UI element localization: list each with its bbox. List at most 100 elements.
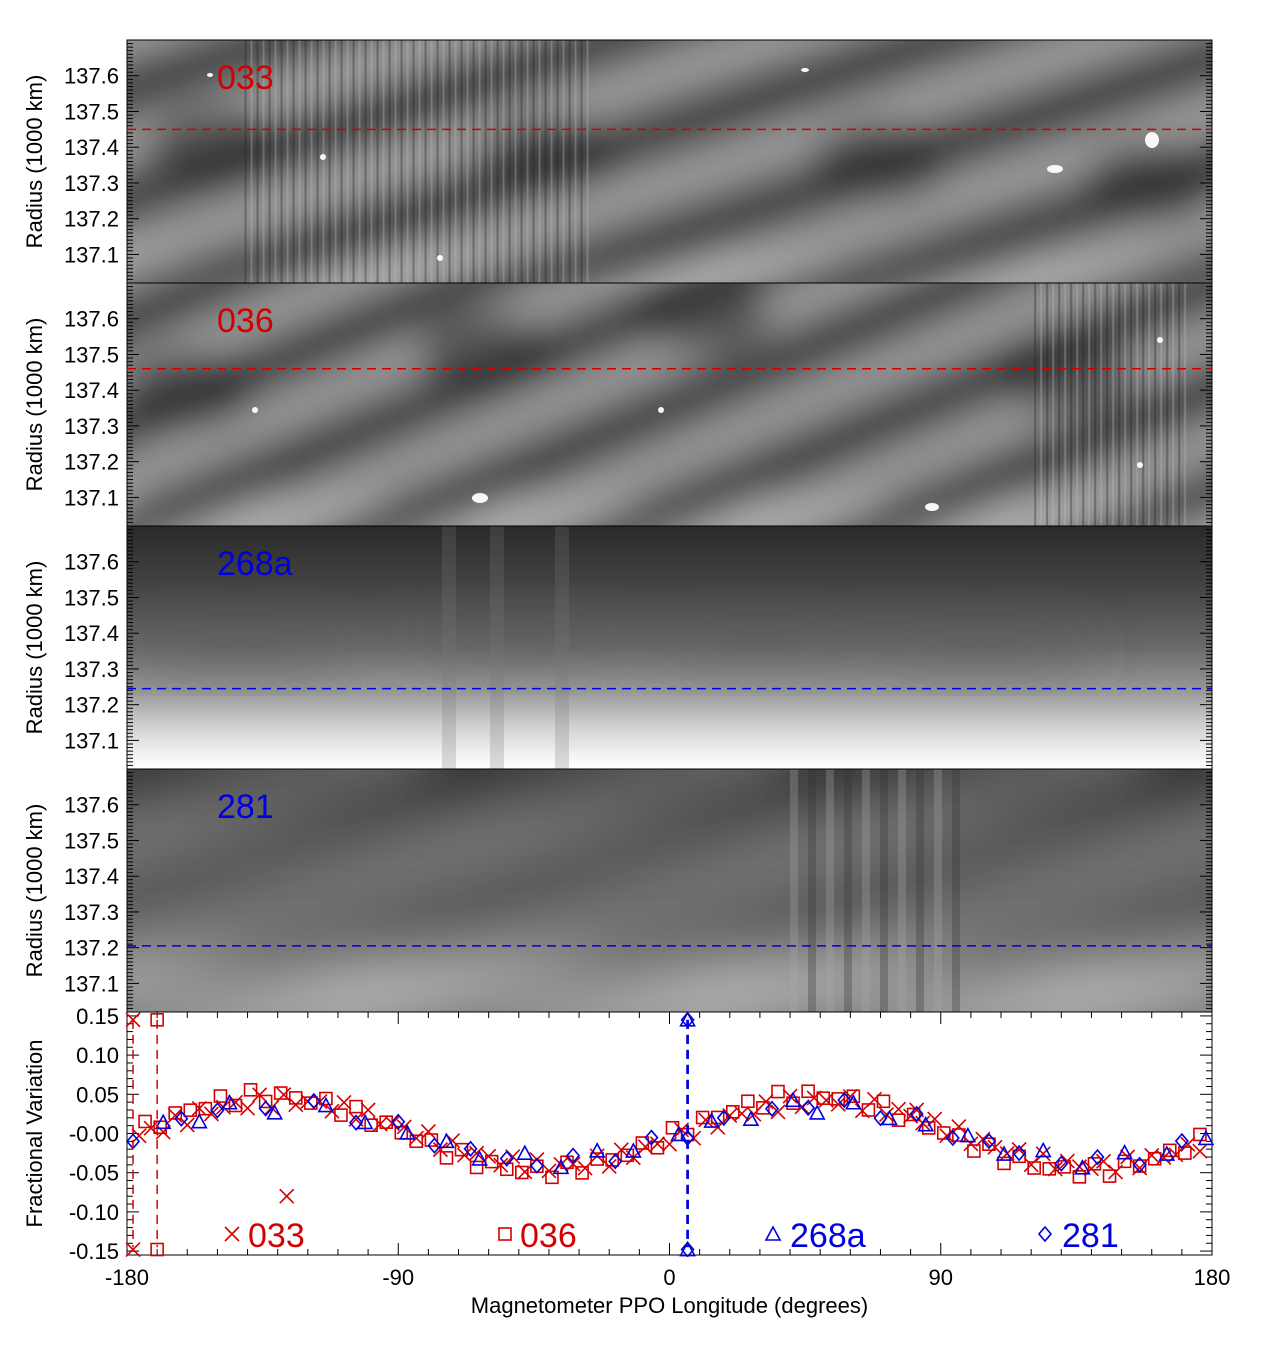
marker-281 — [306, 1092, 321, 1110]
panel-label: 268a — [217, 545, 293, 583]
legend-marker-268a — [764, 1225, 782, 1241]
y-tick-label: 137.5 — [64, 342, 119, 367]
marker-033 — [577, 1160, 593, 1176]
x-tick-label: 180 — [1194, 1265, 1231, 1290]
marker-281 — [210, 1102, 225, 1119]
marker-036 — [545, 1170, 559, 1185]
x-tick-label: -90 — [382, 1265, 414, 1290]
y-tick-label: 137.3 — [64, 414, 119, 439]
y-axis-label: Fractional Variation — [22, 1040, 47, 1228]
marker-033 — [927, 1111, 943, 1127]
marker-281 — [529, 1157, 544, 1174]
heatmap-panel-268a: 137.6 137.5 137.4 137.3 137.2 137.1 Radius (10… — [22, 525, 1213, 770]
marker-033 — [939, 1128, 955, 1144]
marker-268a — [317, 1096, 335, 1113]
heatmap-panel-036: 137.6 137.5 137.4 137.3 137.2 137.1 Radius (10… — [22, 282, 1213, 527]
y-tick-label: 137.1 — [64, 728, 119, 753]
y-tick-label: 137.1 — [64, 971, 119, 996]
y-tick-label: 137.4 — [64, 378, 119, 403]
marker-033 — [125, 1241, 141, 1257]
marker-268a — [742, 1110, 760, 1127]
marker-036 — [1087, 1157, 1102, 1171]
heatmap-image — [127, 526, 1212, 769]
marker-281 — [463, 1140, 478, 1158]
marker-036 — [816, 1091, 831, 1105]
marker-281 — [1012, 1144, 1027, 1162]
marker-036 — [635, 1136, 650, 1150]
legend-label: 268a — [790, 1217, 866, 1255]
y-axis-label: Radius (1000 km) — [22, 804, 47, 978]
marker-033 — [842, 1089, 858, 1105]
marker-036 — [936, 1126, 951, 1140]
marker-281 — [427, 1137, 442, 1154]
marker-033 — [420, 1124, 436, 1140]
marker-036 — [997, 1156, 1011, 1171]
marker-036 — [349, 1099, 363, 1114]
marker-268a — [959, 1126, 977, 1143]
marker-036 — [1193, 1127, 1207, 1142]
marker-036 — [801, 1084, 815, 1099]
y-tick-label: -0.05 — [69, 1161, 119, 1186]
marker-033 — [239, 1100, 256, 1116]
y-tick-label: 137.3 — [64, 657, 119, 682]
marker-281 — [391, 1113, 406, 1130]
marker-268a — [995, 1145, 1013, 1161]
marker-033 — [661, 1136, 678, 1152]
y-tick-label: 137.6 — [64, 793, 119, 818]
marker-033 — [649, 1136, 666, 1152]
heatmap-panel-281: 137.6 137.5 137.4 137.3 137.2 137.1 Radius (10… — [22, 768, 1213, 1013]
y-tick-label: -0.15 — [69, 1239, 119, 1264]
marker-036 — [273, 1086, 288, 1100]
marker-036 — [861, 1103, 876, 1117]
marker-033 — [288, 1097, 304, 1113]
marker-036 — [876, 1094, 891, 1109]
marker-033 — [1192, 1143, 1208, 1159]
marker-033 — [360, 1102, 376, 1118]
fractional-variation-panel: 0.15 0.10 0.05 -0.00 -0.05 -0.10 -0.15-180 -90 0… — [22, 1004, 1230, 1318]
marker-036 — [1072, 1170, 1087, 1184]
marker-281 — [801, 1099, 816, 1117]
marker-281 — [566, 1147, 581, 1164]
marker-281 — [716, 1109, 731, 1127]
y-tick-label: -0.10 — [69, 1200, 119, 1225]
marker-036 — [967, 1144, 981, 1158]
marker-281 — [1054, 1155, 1069, 1172]
marker-033 — [1180, 1136, 1196, 1152]
marker-281 — [349, 1114, 364, 1131]
legend-marker-033 — [224, 1226, 240, 1242]
marker-036 — [831, 1092, 846, 1106]
marker-281 — [909, 1105, 924, 1123]
marker-036 — [150, 1242, 164, 1257]
y-axis-label: Radius (1000 km) — [22, 75, 47, 249]
marker-036 — [1042, 1162, 1057, 1176]
y-tick-label: 0.05 — [76, 1082, 119, 1107]
y-tick-label: 137.2 — [64, 693, 119, 718]
marker-036 — [1012, 1149, 1026, 1164]
marker-033 — [167, 1107, 183, 1123]
y-tick-label: 137.5 — [64, 828, 119, 853]
marker-036 — [756, 1101, 770, 1115]
marker-033 — [179, 1117, 195, 1133]
marker-281 — [764, 1100, 780, 1117]
marker-268a — [670, 1125, 687, 1142]
y-tick-label: 0.15 — [76, 1004, 119, 1029]
legend-marker-281 — [1037, 1225, 1053, 1243]
marker-281 — [981, 1132, 997, 1150]
marker-033 — [770, 1104, 786, 1120]
heatmap-panels: 137.6 137.5 137.4 137.3 137.2 137.1 Radius (10… — [22, 39, 1213, 1013]
heatmap-panel-033: 137.6 137.5 137.4 137.3 137.2 137.1 Radius (10… — [22, 39, 1213, 284]
marker-033 — [1144, 1147, 1160, 1163]
y-tick-label: 137.5 — [64, 585, 119, 610]
y-tick-label: 137.6 — [64, 550, 119, 575]
marker-036 — [575, 1166, 589, 1180]
marker-033 — [155, 1124, 171, 1140]
panel-label: 033 — [217, 59, 274, 97]
marker-036 — [1178, 1146, 1192, 1160]
marker-033 — [1023, 1157, 1039, 1173]
marker-036 — [891, 1113, 906, 1127]
marker-036 — [409, 1134, 424, 1149]
marker-268a — [190, 1113, 208, 1129]
heatmap-image — [127, 283, 1212, 526]
marker-036 — [183, 1103, 198, 1117]
marker-268a — [516, 1144, 534, 1160]
